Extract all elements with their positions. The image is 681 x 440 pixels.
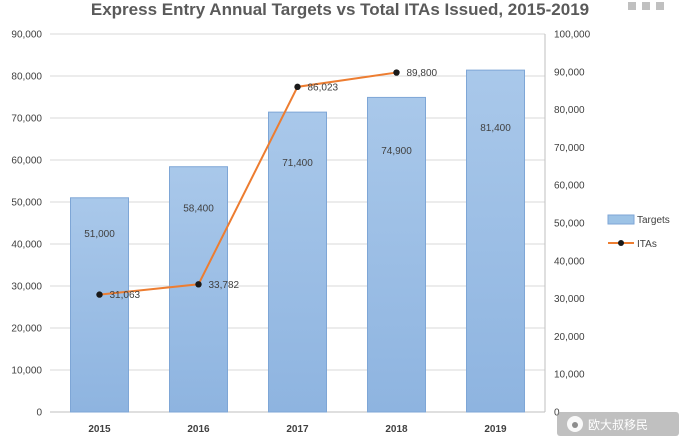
watermark-bg bbox=[557, 412, 679, 436]
itas-point bbox=[96, 291, 103, 298]
right-tick-label: 20,000 bbox=[554, 332, 585, 343]
left-tick-label: 20,000 bbox=[11, 324, 42, 335]
x-tick-label: 2017 bbox=[286, 424, 309, 435]
legend-marker-itas bbox=[618, 240, 624, 246]
left-tick-label: 80,000 bbox=[11, 72, 42, 83]
x-tick-label: 2018 bbox=[385, 424, 408, 435]
x-tick-label: 2015 bbox=[88, 424, 111, 435]
right-tick-label: 60,000 bbox=[554, 181, 585, 192]
bar bbox=[367, 96, 426, 413]
right-tick-label: 10,000 bbox=[554, 370, 585, 381]
bar-data-label: 81,400 bbox=[480, 123, 511, 134]
watermark-text: 欧大叔移民 bbox=[588, 418, 648, 432]
right-tick-label: 70,000 bbox=[554, 143, 585, 154]
left-tick-label: 0 bbox=[36, 408, 42, 419]
bar-data-label: 74,900 bbox=[381, 146, 412, 157]
left-axis: 0 10,000 20,000 30,000 40,000 50,000 60,000 70,… bbox=[11, 30, 42, 419]
window-controls bbox=[628, 2, 664, 10]
itas-data-label: 33,782 bbox=[209, 280, 240, 291]
x-tick-label: 2016 bbox=[187, 424, 210, 435]
itas-point bbox=[294, 83, 301, 91]
bar-data-label: 51,000 bbox=[84, 229, 115, 240]
maximize-icon[interactable] bbox=[642, 2, 650, 10]
right-tick-label: 50,000 bbox=[554, 219, 585, 230]
bar-data-label: 71,400 bbox=[282, 158, 313, 169]
legend-swatch-targets bbox=[607, 214, 635, 225]
bar-series: 51,000 58,400 71,400 74,900 81,400 bbox=[70, 69, 525, 413]
legend: Targets ITAs bbox=[607, 214, 670, 250]
itas-line bbox=[99, 71, 397, 296]
itas-point bbox=[393, 69, 400, 76]
left-tick-label: 10,000 bbox=[11, 366, 42, 377]
legend-label-targets: Targets bbox=[637, 215, 670, 226]
left-tick-label: 70,000 bbox=[11, 114, 42, 125]
left-tick-label: 40,000 bbox=[11, 240, 42, 251]
legend-label-itas: ITAs bbox=[637, 239, 657, 250]
left-tick-label: 60,000 bbox=[11, 156, 42, 167]
right-tick-label: 30,000 bbox=[554, 294, 585, 305]
itas-data-label: 89,800 bbox=[407, 68, 438, 79]
bar bbox=[70, 197, 129, 413]
right-tick-label: 80,000 bbox=[554, 105, 585, 116]
right-tick-label: 90,000 bbox=[554, 67, 585, 78]
bar bbox=[466, 69, 525, 413]
left-tick-label: 90,000 bbox=[11, 30, 42, 41]
right-tick-label: 0 bbox=[554, 408, 560, 419]
right-axis: 0 10,000 20,000 30,000 40,000 50,000 60,000 70,… bbox=[544, 30, 591, 419]
line-series: 31,063 33,782 86,023 89,800 bbox=[96, 68, 438, 301]
bar-data-label: 58,400 bbox=[183, 203, 214, 214]
itas-data-label: 31,063 bbox=[110, 290, 141, 301]
itas-point bbox=[195, 281, 202, 288]
left-tick-label: 50,000 bbox=[11, 198, 42, 209]
weibo-icon-eye bbox=[572, 422, 578, 428]
minimize-icon[interactable] bbox=[656, 2, 664, 10]
chart-title: Express Entry Annual Targets vs Total IT… bbox=[91, 0, 589, 19]
itas-data-label: 86,023 bbox=[308, 82, 339, 93]
left-tick-label: 30,000 bbox=[11, 282, 42, 293]
bar bbox=[268, 111, 327, 413]
bar bbox=[169, 166, 228, 413]
close-icon[interactable] bbox=[628, 2, 636, 10]
watermark: 欧大叔移民 bbox=[557, 412, 679, 436]
right-tick-label: 100,000 bbox=[554, 30, 591, 41]
x-tick-label: 2019 bbox=[484, 424, 507, 435]
x-axis: 2015 2016 2017 2018 2019 bbox=[88, 424, 507, 435]
right-tick-label: 40,000 bbox=[554, 256, 585, 267]
